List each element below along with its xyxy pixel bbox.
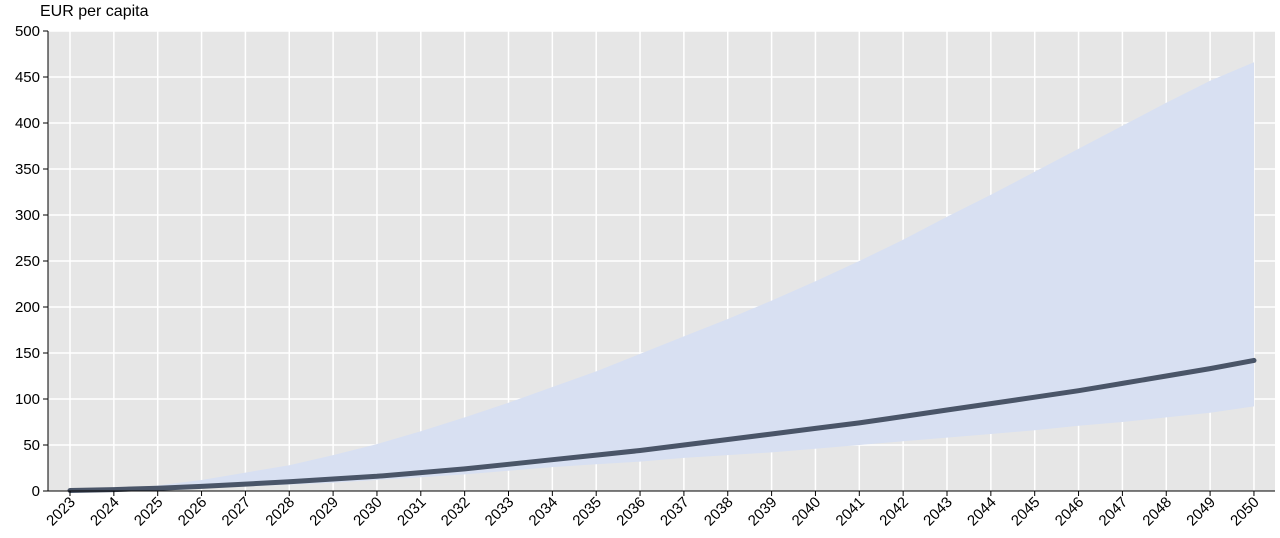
x-tick-label: 2032 <box>438 494 474 530</box>
x-tick-label: 2038 <box>701 494 737 530</box>
x-tick-label: 2028 <box>262 494 298 530</box>
uncertainty-band <box>70 62 1254 491</box>
x-tick-label: 2034 <box>526 494 562 530</box>
y-tick-label: 350 <box>15 161 40 178</box>
x-tick-label: 2025 <box>131 494 167 530</box>
x-tick-label: 2033 <box>482 494 518 530</box>
y-tick-label: 0 <box>32 483 40 500</box>
x-tick-label: 2030 <box>350 494 386 530</box>
x-tick-label: 2041 <box>833 494 869 530</box>
y-tick-label: 500 <box>15 23 40 40</box>
x-tick-label: 2036 <box>613 494 649 530</box>
x-tick-label: 2045 <box>1008 494 1044 530</box>
x-tick-label: 2037 <box>657 494 693 530</box>
y-tick-label: 50 <box>23 437 40 454</box>
x-tick-label: 2024 <box>87 494 123 530</box>
y-axis-label: EUR per capita <box>40 3 149 20</box>
y-tick-label: 400 <box>15 115 40 132</box>
x-tick-label: 2029 <box>306 494 342 530</box>
x-tick-label: 2046 <box>1052 494 1088 530</box>
y-tick-label: 450 <box>15 69 40 86</box>
x-tick-label: 2042 <box>876 494 912 530</box>
x-tick-label: 2050 <box>1227 494 1263 530</box>
x-tick-label: 2023 <box>43 494 79 530</box>
central-projection-line <box>67 357 1257 493</box>
x-tick-label: 2027 <box>219 494 255 530</box>
y-axis: 0 50 100 150 200 250 300 350 400 450 500 <box>15 23 48 500</box>
x-tick-label: 2031 <box>394 494 430 530</box>
x-tick-label: 2040 <box>789 494 825 530</box>
y-tick-label: 150 <box>15 345 40 362</box>
y-tick-label: 250 <box>15 253 40 270</box>
x-axis: 2023 2024 2025 2026 2027 2028 2029 2030 2031 2032… <box>43 491 1263 529</box>
x-tick-label: 2043 <box>920 494 956 530</box>
x-tick-label: 2039 <box>745 494 781 530</box>
x-tick-label: 2049 <box>1183 494 1219 530</box>
x-tick-label: 2044 <box>964 494 1000 530</box>
y-tick-label: 100 <box>15 391 40 408</box>
x-tick-label: 2026 <box>175 494 211 530</box>
y-tick-label: 200 <box>15 299 40 316</box>
x-tick-label: 2035 <box>569 494 605 530</box>
x-tick-label: 2048 <box>1139 494 1175 530</box>
y-tick-label: 300 <box>15 207 40 224</box>
x-tick-label: 2047 <box>1096 494 1132 530</box>
